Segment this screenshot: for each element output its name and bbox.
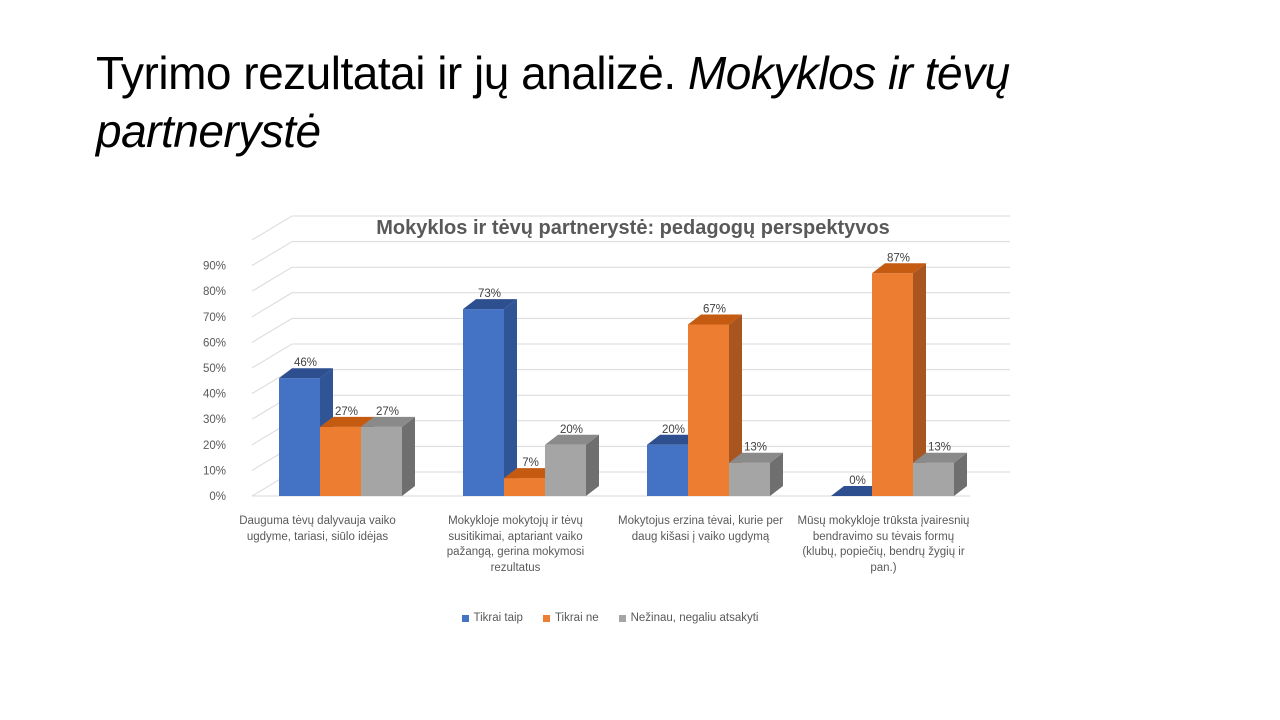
legend-label: Tikrai taip	[473, 612, 523, 624]
bars	[279, 263, 967, 496]
bar-top	[729, 452, 783, 463]
bar	[913, 452, 967, 496]
bar-front	[320, 426, 361, 496]
bar-top	[361, 416, 415, 427]
chart-legend: Tikrai taip Tikrai ne Nežinau, negaliu ats…	[0, 612, 1220, 624]
bar-side	[913, 263, 926, 496]
slide-title-plain: Tyrimo rezultatai ir jų analizė.	[96, 47, 688, 99]
y-tick-label: 70%	[203, 312, 226, 324]
bar-top	[831, 486, 885, 496]
bar-side	[504, 299, 517, 496]
slide-title: Tyrimo rezultatai ir jų analizė. Mokyklo…	[96, 44, 1196, 160]
x-category-label: Mūsų mokykloje trūksta įvairesnių bendra…	[797, 515, 970, 574]
bar	[545, 434, 599, 496]
data-label: 13%	[928, 442, 951, 454]
bar-side	[402, 416, 415, 496]
gridline	[251, 343, 1010, 369]
bar-front	[872, 273, 913, 496]
legend-swatch	[542, 614, 550, 622]
x-category-label: Mokykloje mokytojų ir tėvų susitikimai, …	[446, 515, 585, 574]
bar-front	[647, 444, 688, 496]
bar-side	[586, 434, 599, 496]
bar-front	[688, 324, 729, 496]
bar-top	[913, 452, 967, 463]
slide-title-italic: Mokyklos ir tėvų partnerystė	[96, 47, 1010, 157]
data-label: 67%	[703, 303, 726, 315]
y-tick-label: 20%	[203, 440, 226, 452]
legend-swatch	[618, 614, 626, 622]
y-tick-label: 30%	[203, 414, 226, 426]
y-tick-label: 80%	[203, 286, 226, 298]
bar-side	[770, 452, 783, 496]
data-label: 46%	[294, 357, 317, 369]
bar	[729, 452, 783, 496]
data-label: 73%	[478, 288, 501, 300]
bar-top	[279, 368, 333, 379]
legend-swatch	[461, 614, 469, 622]
gridline	[251, 317, 1010, 343]
y-axis-ticks: 0% 10% 20% 30% 40% 50% 60% 70% 80% 90%	[203, 261, 226, 503]
bar-top	[504, 468, 558, 479]
bar	[463, 299, 517, 496]
bar-top	[688, 314, 742, 325]
bar-front	[913, 462, 954, 496]
data-label: 27%	[376, 406, 399, 418]
legend-item: Tikrai taip	[461, 612, 523, 624]
bar-front	[729, 462, 770, 496]
x-category-label: Dauguma tėvų dalyvauja vaiko ugdyme, tar…	[239, 515, 396, 543]
data-label: 0%	[849, 475, 866, 487]
data-labels: 46% 27% 27% 73% 7% 20% 20% 67% 13% 0% 87% 13%	[294, 252, 951, 487]
bar-front	[279, 378, 320, 496]
gridline	[251, 215, 1010, 241]
gridline	[251, 241, 1010, 267]
y-tick-label: 90%	[203, 261, 226, 273]
data-label: 7%	[522, 457, 539, 469]
legend-item: Nežinau, negaliu atsakyti	[618, 612, 759, 624]
chart-title: Mokyklos ir tėvų partnerystė: pedagogų p…	[376, 217, 890, 239]
y-tick-label: 10%	[203, 465, 226, 477]
legend-label: Tikrai ne	[554, 612, 599, 624]
y-tick-label: 0%	[209, 491, 226, 503]
bar	[831, 486, 885, 496]
bar-side	[729, 314, 742, 496]
gridline	[251, 266, 1010, 292]
bar-top	[872, 263, 926, 274]
y-tick-label: 60%	[203, 337, 226, 349]
bar	[872, 263, 926, 496]
data-label: 87%	[887, 252, 910, 264]
bar	[361, 416, 415, 496]
bar-side	[954, 452, 967, 496]
data-label: 20%	[560, 424, 583, 436]
gridline	[251, 292, 1010, 318]
data-label: 27%	[335, 406, 358, 418]
bar-top	[647, 434, 701, 445]
bar-front	[361, 426, 402, 496]
data-label: 20%	[662, 424, 685, 436]
legend-label: Nežinau, negaliu atsakyti	[630, 612, 759, 624]
bar-top	[320, 416, 374, 427]
bar-top	[545, 434, 599, 445]
legend-item: Tikrai ne	[542, 612, 599, 624]
bar-front	[463, 309, 504, 496]
data-label: 13%	[744, 442, 767, 454]
bar-top	[463, 299, 517, 310]
bar	[688, 314, 742, 496]
y-tick-label: 40%	[203, 389, 226, 401]
bar-front	[504, 478, 545, 496]
bar-front	[545, 444, 586, 496]
x-category-label: Mokytojus erzina tėvai, kurie per daug k…	[618, 515, 783, 543]
y-tick-label: 50%	[203, 363, 226, 375]
